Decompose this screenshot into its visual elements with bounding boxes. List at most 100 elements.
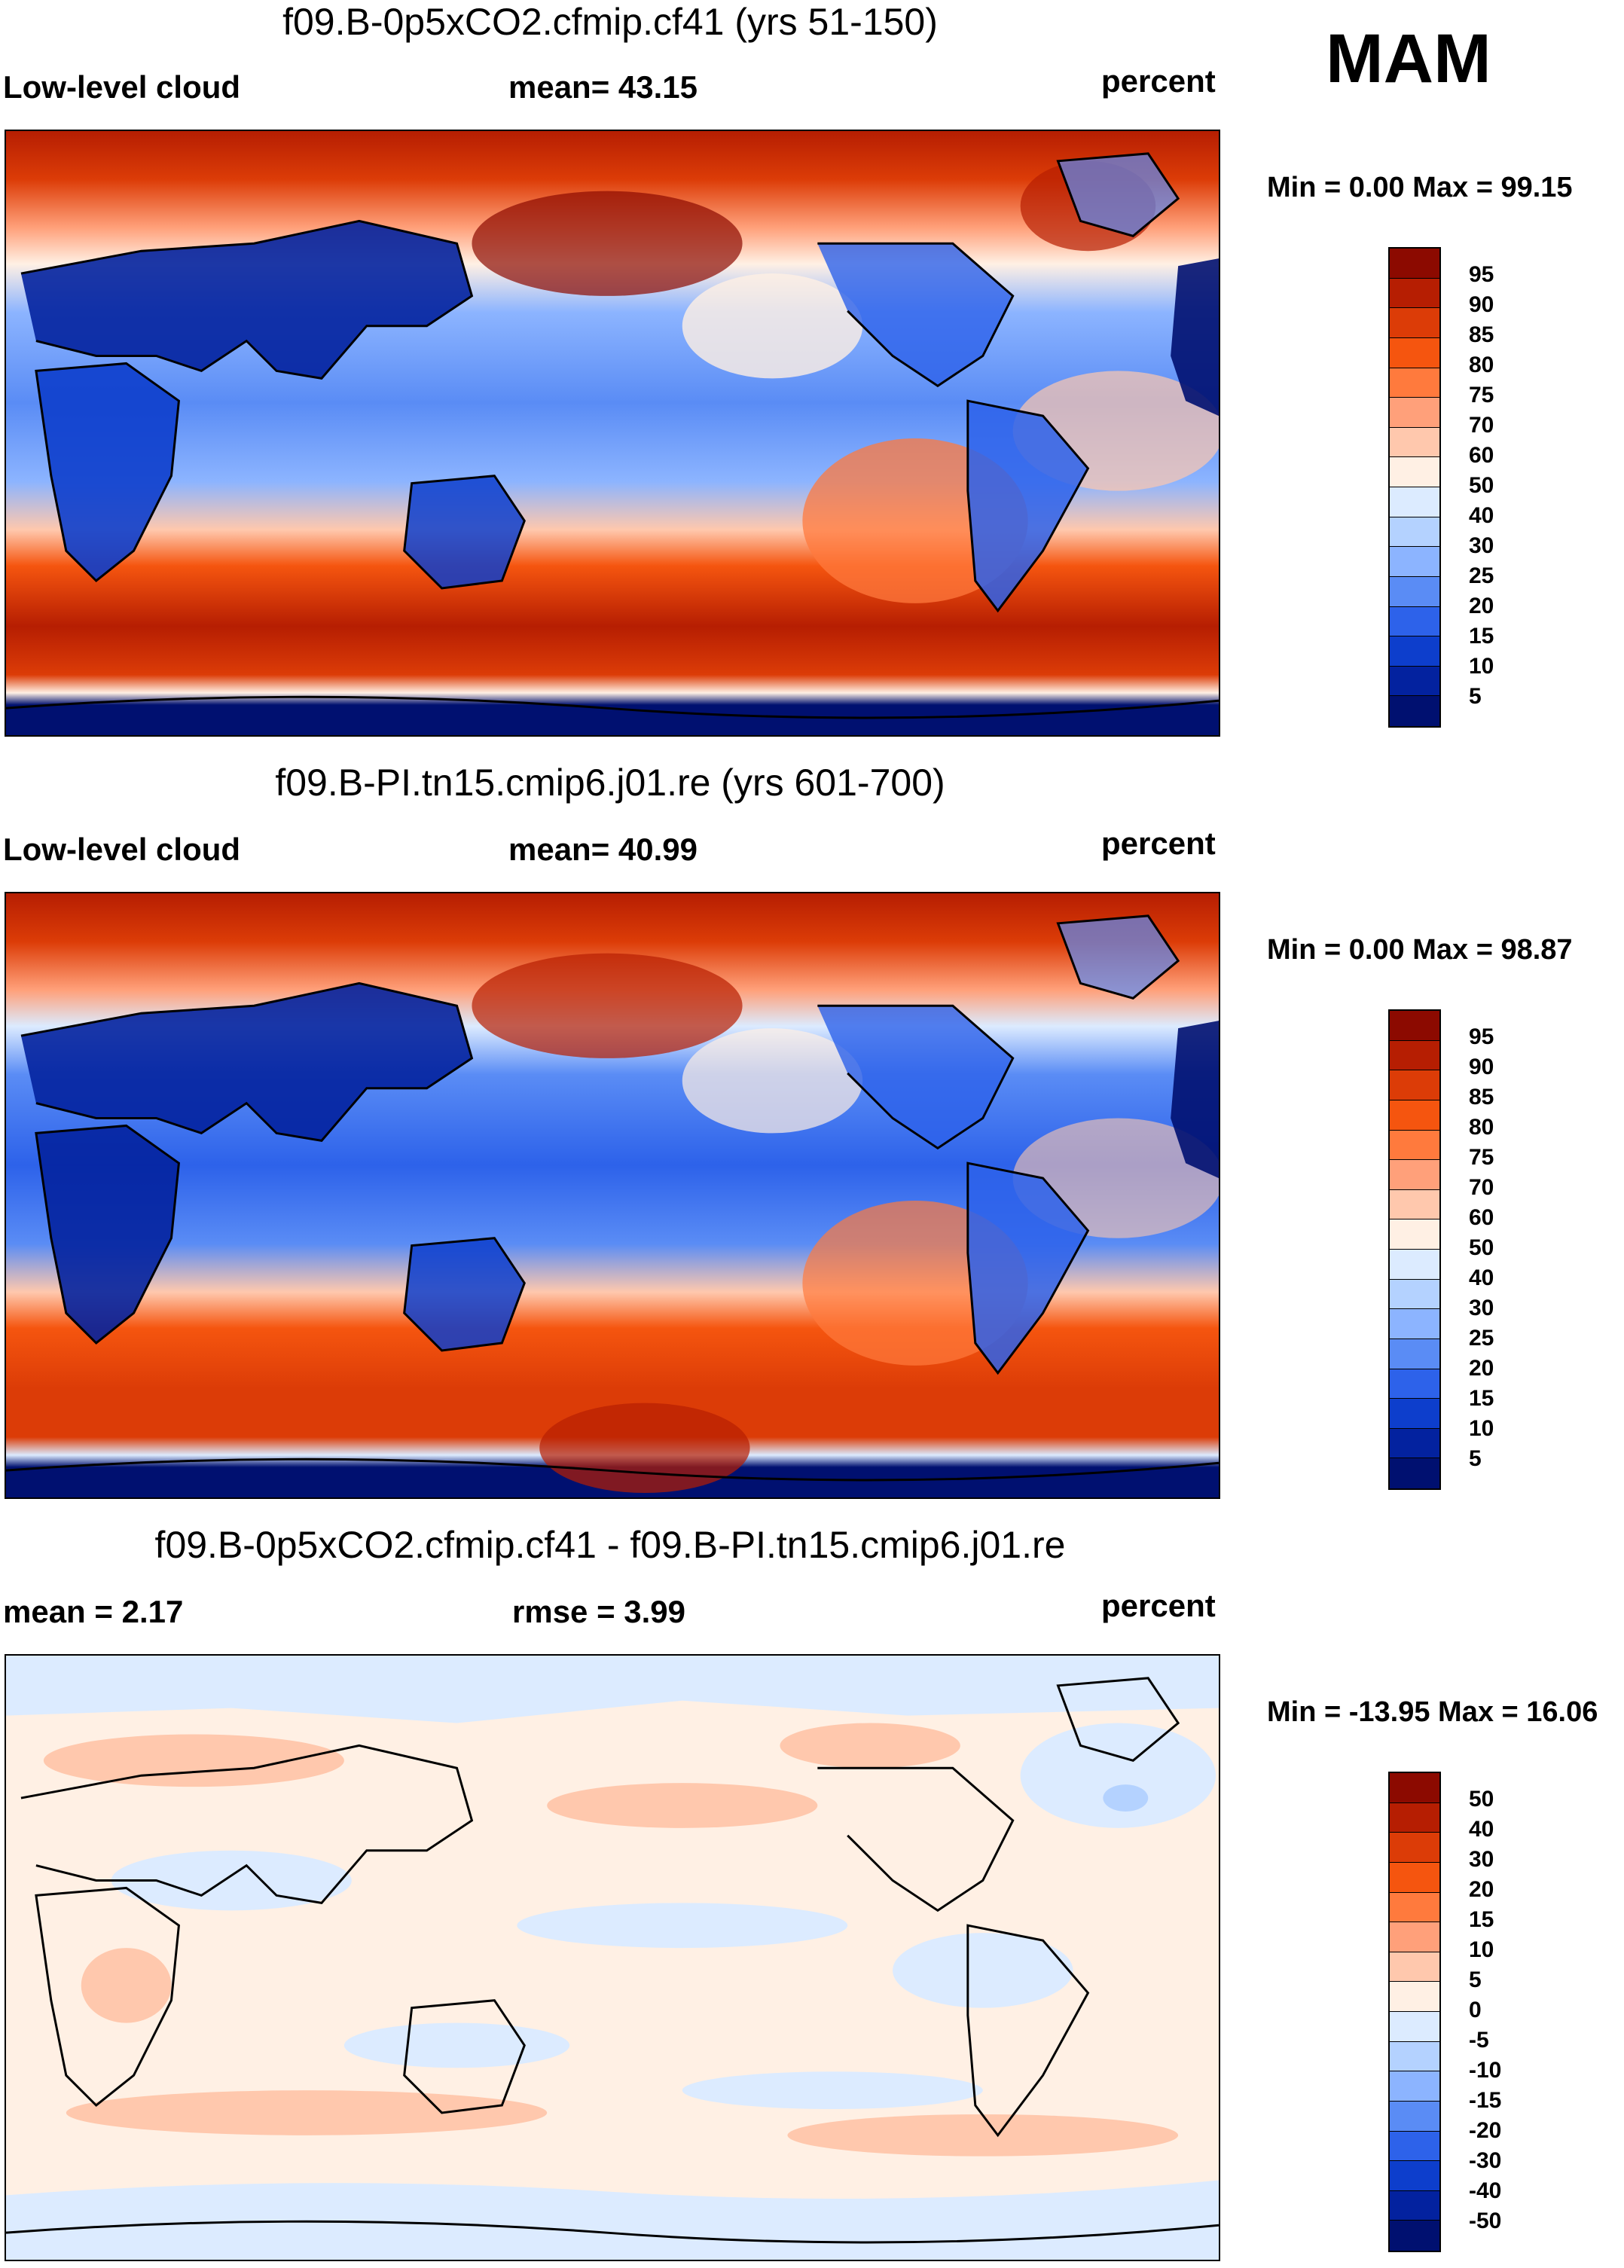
panel1-colorbar-box-12	[1390, 576, 1439, 607]
panel1-colorbar-box-3	[1390, 308, 1439, 338]
panel2-colorbar-label: 80	[1469, 1115, 1494, 1140]
panel1-colorbar	[1388, 247, 1441, 728]
panel3-colorbar-label: -15	[1469, 2088, 1502, 2113]
panel3-colorbar-label: -30	[1469, 2148, 1502, 2173]
panel3-minmax: Min = -13.95 Max = 16.06	[1267, 1696, 1598, 1728]
panel3-colorbar-box-11	[1390, 2071, 1439, 2102]
panel1-colorbar-box-14	[1390, 636, 1439, 667]
panel3-colorbar-label: 15	[1469, 1907, 1494, 1932]
panel2-colorbar-label: 90	[1469, 1055, 1494, 1079]
panel1-colorbar-box-10	[1390, 517, 1439, 548]
panel3-colorbar-box-15	[1390, 2190, 1439, 2221]
panel1-colorbar-box-16	[1390, 696, 1439, 726]
panel3-colorbar-label: -5	[1469, 2028, 1489, 2053]
panel3-colorbar-label: -40	[1469, 2178, 1502, 2203]
panel2-colorbar-box-1	[1390, 1011, 1439, 1041]
panel2-colorbar-label: 95	[1469, 1024, 1494, 1049]
panel1-colorbar-label: 50	[1469, 473, 1494, 498]
panel2-colorbar-box-7	[1390, 1189, 1439, 1220]
panel1-colorbar-label: 95	[1469, 262, 1494, 287]
panel3-colorbar-box-14	[1390, 2161, 1439, 2191]
panel2-mean-label: mean= 40.99	[508, 832, 698, 867]
panel1-map	[5, 130, 1220, 737]
panel2-colorbar-label: 85	[1469, 1085, 1494, 1110]
panel2-colorbar-label: 70	[1469, 1175, 1494, 1200]
panel1-colorbar-label: 10	[1469, 654, 1494, 679]
panel3-colorbar-box-10	[1390, 2041, 1439, 2072]
panel2-minmax: Min = 0.00 Max = 98.87	[1267, 934, 1573, 966]
panel1-colorbar-label: 25	[1469, 563, 1494, 588]
panel3-colorbar-box-13	[1390, 2131, 1439, 2162]
panel2-field-label: Low-level cloud	[3, 832, 241, 867]
panel1-field-label: Low-level cloud	[3, 69, 241, 105]
panel3-colorbar-box-7	[1390, 1952, 1439, 1983]
panel2-colorbar	[1388, 1009, 1441, 1490]
panel3-colorbar-box-1	[1390, 1773, 1439, 1803]
panel1-colorbar-box-5	[1390, 368, 1439, 398]
panel1-colorbar-label: 70	[1469, 413, 1494, 438]
panel2-colorbar-label: 20	[1469, 1356, 1494, 1381]
panel3-mean-label: mean = 2.17	[3, 1594, 184, 1629]
panel2-colorbar-label: 10	[1469, 1416, 1494, 1441]
panel1-colorbar-label: 40	[1469, 503, 1494, 528]
panel3-colorbar-label: 40	[1469, 1817, 1494, 1842]
panel3-colorbar-label: -20	[1469, 2118, 1502, 2143]
panel2-title: f09.B-PI.tn15.cmip6.j01.re (yrs 601-700)	[275, 762, 945, 804]
panel1-colorbar-box-8	[1390, 457, 1439, 487]
panel1-colorbar-box-13	[1390, 606, 1439, 637]
panel3-colorbar-box-9	[1390, 2012, 1439, 2042]
panel3-rmse-label: rmse = 3.99	[512, 1594, 686, 1629]
panel2-colorbar-box-8	[1390, 1219, 1439, 1250]
panel3-colorbar	[1388, 1772, 1441, 2252]
panel3-colorbar-box-8	[1390, 1982, 1439, 2012]
panel1-colorbar-box-9	[1390, 487, 1439, 517]
panel3-colorbar-label: 50	[1469, 1787, 1494, 1812]
panel1-colorbar-label: 75	[1469, 383, 1494, 408]
panel1-colorbar-label: 5	[1469, 684, 1482, 709]
panel1-colorbar-box-1	[1390, 249, 1439, 279]
panel2-colorbar-label: 15	[1469, 1386, 1494, 1411]
panel2-colorbar-label: 50	[1469, 1235, 1494, 1260]
panel3-colorbar-box-6	[1390, 1922, 1439, 1952]
panel2-colorbar-box-13	[1390, 1369, 1439, 1400]
panel3-colorbar-label: -50	[1469, 2208, 1502, 2233]
panel1-mean-label: mean= 43.15	[508, 69, 698, 105]
panel2-colorbar-box-12	[1390, 1339, 1439, 1369]
panel2-colorbar-box-10	[1390, 1279, 1439, 1310]
panel2-units-label: percent	[1101, 826, 1216, 861]
panel1-units-label: percent	[1101, 63, 1216, 99]
panel3-colorbar-box-4	[1390, 1862, 1439, 1893]
panel2-colorbar-label: 60	[1469, 1205, 1494, 1230]
panel3-colorbar-box-5	[1390, 1892, 1439, 1923]
panel2-colorbar-box-9	[1390, 1250, 1439, 1280]
panel3-title: f09.B-0p5xCO2.cfmip.cf41 - f09.B-PI.tn15…	[154, 1524, 1066, 1566]
panel2-colorbar-label: 40	[1469, 1265, 1494, 1290]
panel2-map	[5, 892, 1220, 1499]
panel1-title: f09.B-0p5xCO2.cfmip.cf41 (yrs 51-150)	[282, 1, 938, 43]
panel3-colorbar-box-16	[1390, 2221, 1439, 2251]
panel2-colorbar-label: 30	[1469, 1296, 1494, 1320]
panel3-colorbar-box-2	[1390, 1802, 1439, 1833]
panel3-colorbar-label: 10	[1469, 1937, 1494, 1962]
panel3-colorbar-label: -10	[1469, 2058, 1502, 2083]
panel2-colorbar-box-5	[1390, 1130, 1439, 1161]
panel1-colorbar-label: 30	[1469, 533, 1494, 558]
season-label: MAM	[1326, 20, 1491, 97]
panel1-colorbar-label: 85	[1469, 322, 1494, 347]
panel2-colorbar-label: 25	[1469, 1326, 1494, 1351]
panel1-colorbar-box-11	[1390, 547, 1439, 577]
panel3-colorbar-label: 5	[1469, 1967, 1482, 1992]
panel3-colorbar-label: 20	[1469, 1877, 1494, 1902]
panel2-colorbar-box-11	[1390, 1309, 1439, 1339]
panel1-colorbar-box-4	[1390, 337, 1439, 368]
panel1-colorbar-label: 15	[1469, 624, 1494, 649]
panel2-colorbar-box-4	[1390, 1100, 1439, 1131]
panel1-colorbar-label: 90	[1469, 292, 1494, 317]
panel2-colorbar-label: 75	[1469, 1145, 1494, 1170]
panel2-colorbar-box-6	[1390, 1160, 1439, 1190]
panel1-colorbar-box-7	[1390, 427, 1439, 458]
panel3-units-label: percent	[1101, 1588, 1216, 1623]
panel1-colorbar-box-6	[1390, 398, 1439, 428]
panel2-colorbar-box-3	[1390, 1070, 1439, 1100]
panel3-colorbar-label: 30	[1469, 1847, 1494, 1872]
